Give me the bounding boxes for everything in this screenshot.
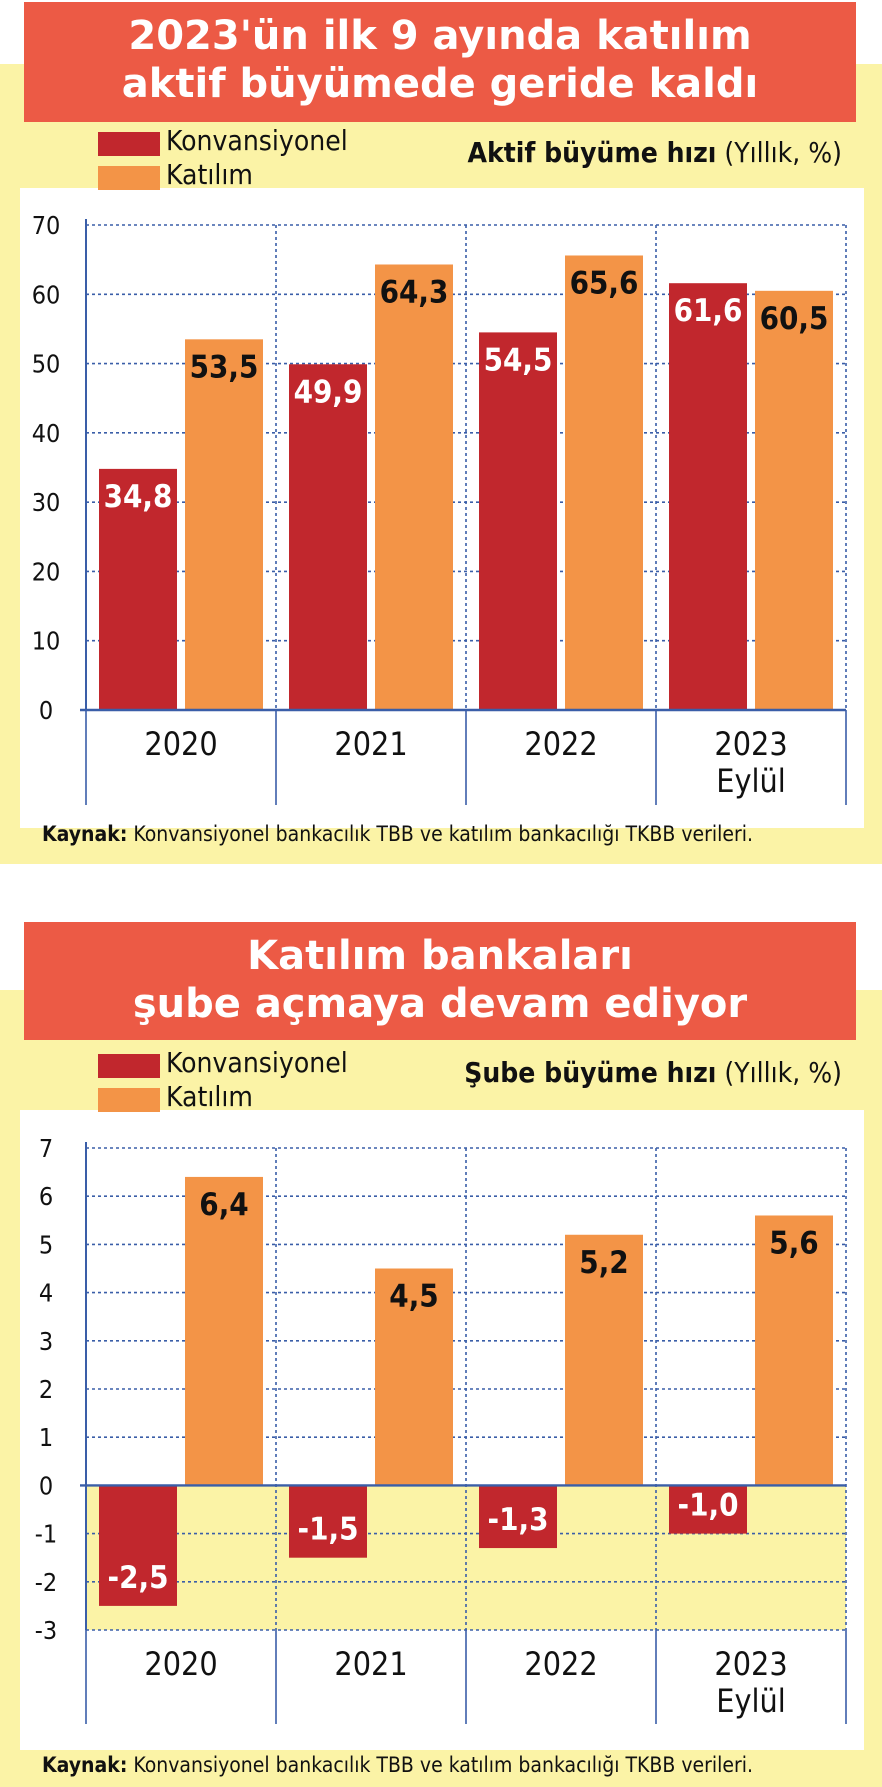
bar-katilim	[755, 1215, 833, 1486]
y-tick-label: 2	[39, 1375, 53, 1404]
x-tick-label: 2020	[144, 725, 217, 763]
bar-konvansiyonel	[479, 332, 557, 710]
chart-subtitle-unit: (Yıllık, %)	[716, 136, 842, 169]
bar-katilim	[375, 1268, 453, 1486]
y-tick-label: 3	[39, 1327, 53, 1356]
data-label: -2,5	[108, 1560, 169, 1596]
chart-panel-asset-growth: 2023'ün ilk 9 ayında katılım aktif büyüm…	[0, 0, 882, 870]
data-label: 4,5	[389, 1279, 438, 1315]
x-tick-label: 2023	[714, 725, 787, 763]
bar-konvansiyonel	[289, 1485, 367, 1558]
bar-konvansiyonel	[99, 1485, 177, 1606]
y-tick-label: 4	[39, 1279, 53, 1308]
y-tick-label: 10	[32, 627, 61, 656]
bar-konvansiyonel	[669, 1485, 747, 1534]
legend-swatch-konvansiyonel	[98, 1054, 160, 1078]
data-label: 6,4	[199, 1187, 248, 1223]
source-label: Kaynak:	[42, 822, 128, 846]
legend-label-katilim: Katılım	[166, 158, 253, 191]
y-tick-label: 20	[32, 557, 61, 586]
chart-subtitle-bold: Şube büyüme hızı	[464, 1056, 717, 1089]
legend-label-konvansiyonel: Konvansiyonel	[166, 124, 348, 157]
bar-katilim	[185, 339, 263, 710]
y-tick-label: 1	[39, 1423, 53, 1452]
x-tick-label-sub: Eylül	[716, 1682, 785, 1720]
bar-konvansiyonel	[669, 283, 747, 710]
data-label: -1,3	[488, 1502, 549, 1538]
chart-title-line-1: Katılım bankaları	[247, 933, 633, 979]
x-tick-label-sub: Eylül	[716, 762, 785, 800]
x-tick-label: 2020	[144, 1645, 217, 1683]
bar-konvansiyonel	[289, 364, 367, 710]
x-tick-label: 2022	[524, 725, 597, 763]
y-tick-label: 0	[39, 1471, 53, 1500]
data-label: 65,6	[570, 265, 639, 301]
chart-subtitle: Şube büyüme hızı (Yıllık, %)	[464, 1056, 842, 1089]
y-tick-label: 50	[32, 350, 61, 379]
bar-katilim	[755, 290, 833, 710]
chart-title-line-2: şube açmaya devam ediyor	[132, 981, 748, 1027]
bar-katilim	[375, 264, 453, 710]
bar-konvansiyonel	[479, 1485, 557, 1549]
data-label: 53,5	[190, 349, 259, 385]
chart-title: Katılım bankaları şube açmaya devam ediy…	[24, 922, 856, 1040]
bar-katilim	[185, 1176, 263, 1486]
source-text: Konvansiyonel bankacılık TBB ve katılım …	[127, 822, 754, 846]
data-label: 5,2	[579, 1245, 628, 1281]
data-label: 64,3	[380, 274, 449, 310]
bar-chart-asset-growth: 0 10 20 30 40 50 60 70 34,8 53,5 2020 49,9 64,3 2021 5…	[32, 211, 847, 805]
x-tick-label: 2021	[334, 725, 407, 763]
x-tick-label: 2021	[334, 1645, 407, 1683]
data-label: 34,8	[104, 479, 173, 515]
bar-konvansiyonel	[99, 468, 177, 710]
y-tick-label: 7	[39, 1134, 53, 1163]
chart-source: Kaynak: Konvansiyonel bankacılık TBB ve …	[42, 822, 753, 846]
source-label: Kaynak:	[42, 1753, 128, 1777]
x-tick-label: 2022	[524, 1645, 597, 1683]
chart-subtitle-bold: Aktif büyüme hızı	[467, 136, 717, 169]
chart-title: 2023'ün ilk 9 ayında katılım aktif büyüm…	[24, 2, 856, 122]
y-tick-label: 60	[32, 280, 61, 309]
bar-katilim	[565, 1234, 643, 1486]
chart-subtitle-unit: (Yıllık, %)	[716, 1056, 842, 1089]
data-label: 54,5	[484, 342, 553, 378]
chart-title-line-2: aktif büyümede geride kaldı	[121, 61, 759, 107]
data-label: 60,5	[760, 301, 829, 337]
data-label: 61,6	[674, 293, 743, 329]
data-label: -1,5	[298, 1512, 359, 1548]
bar-katilim	[565, 255, 643, 710]
y-tick-label: 40	[32, 419, 61, 448]
x-tick-label: 2023	[714, 1645, 787, 1683]
y-tick-label: 6	[39, 1182, 53, 1211]
y-tick-label: 0	[39, 696, 53, 725]
chart-subtitle: Aktif büyüme hızı (Yıllık, %)	[468, 136, 842, 169]
chart-source: Kaynak: Konvansiyonel bankacılık TBB ve …	[42, 1753, 753, 1777]
y-tick-label: -3	[35, 1616, 57, 1645]
legend-swatch-konvansiyonel	[98, 132, 160, 156]
y-tick-label: -2	[35, 1568, 57, 1597]
source-text: Konvansiyonel bankacılık TBB ve katılım …	[127, 1753, 754, 1777]
y-tick-label: -1	[35, 1520, 57, 1549]
y-tick-label: 70	[32, 211, 61, 240]
legend-swatch-katilim	[98, 166, 160, 190]
data-label: 49,9	[294, 374, 363, 410]
data-label: -1,0	[678, 1488, 739, 1524]
legend-swatch-katilim	[98, 1088, 160, 1112]
y-tick-label: 30	[32, 488, 61, 517]
chart-title-line-1: 2023'ün ilk 9 ayında katılım	[128, 13, 752, 59]
legend-label-katilim: Katılım	[166, 1080, 253, 1113]
y-tick-label: 5	[39, 1230, 53, 1259]
legend-label-konvansiyonel: Konvansiyonel	[166, 1046, 348, 1079]
data-label: 5,6	[769, 1225, 818, 1261]
